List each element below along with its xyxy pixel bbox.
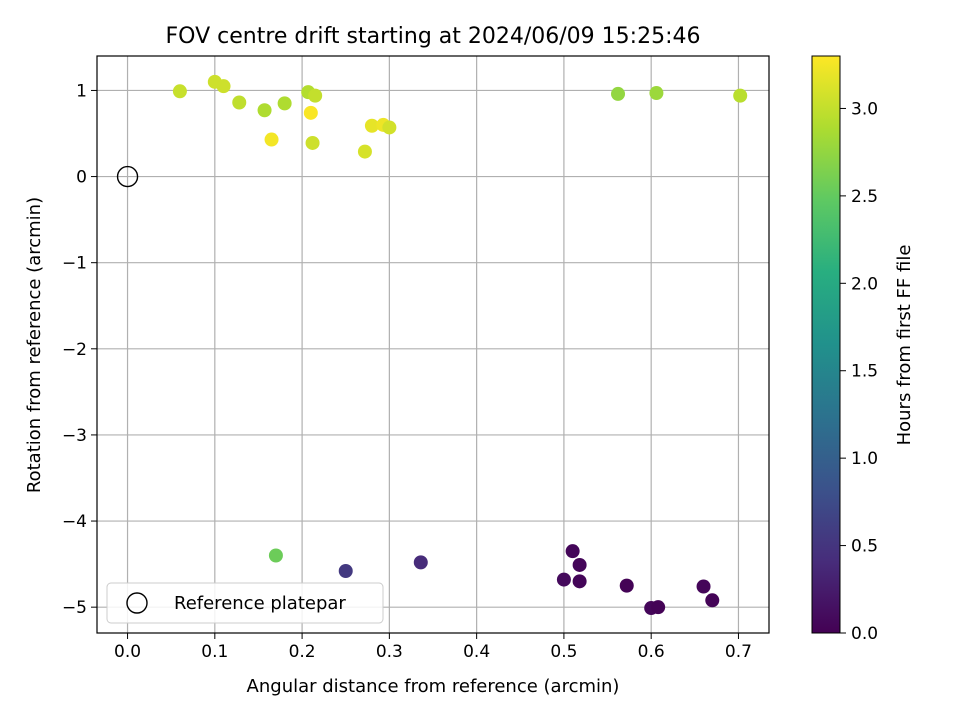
colorbar-tick-label: 1.5 <box>851 362 878 382</box>
colorbar-tick-label: 0.0 <box>851 624 878 644</box>
colorbar-label: Hours from first FF file <box>894 245 915 446</box>
x-tick-label: 0.4 <box>463 642 490 662</box>
data-point <box>338 563 353 578</box>
data-point <box>619 578 634 593</box>
colorbar-tick-label: 2.5 <box>851 187 878 207</box>
data-point <box>572 557 587 572</box>
x-tick-label: 0.2 <box>289 642 316 662</box>
colorbar-gradient <box>811 55 841 634</box>
y-tick-label: −1 <box>62 254 87 274</box>
x-tick-label: 0.0 <box>114 642 141 662</box>
colorbar-tick-label: 0.5 <box>851 537 878 557</box>
x-axis-ticks: 0.0 0.1 0.2 0.3 0.4 0.5 0.6 0.7 <box>114 633 752 662</box>
x-axis-label: Angular distance from reference (arcmin) <box>247 676 620 697</box>
data-point <box>257 103 272 118</box>
data-point <box>232 95 247 110</box>
y-tick-label: 0 <box>76 168 87 188</box>
colorbar: 0.0 0.5 1.0 1.5 2.0 2.5 3.0 Hours from first F… <box>811 55 915 644</box>
data-point <box>382 120 397 135</box>
y-axis-label: Rotation from reference (arcmin) <box>24 197 45 493</box>
reference-platepar-marker <box>116 165 139 188</box>
data-point <box>308 88 323 103</box>
data-points <box>116 74 748 616</box>
grid-lines <box>97 56 769 633</box>
data-point <box>705 593 720 608</box>
legend-box <box>106 582 384 624</box>
data-point <box>172 84 187 99</box>
data-point <box>413 555 428 570</box>
data-point <box>572 574 587 589</box>
data-point <box>733 88 748 103</box>
y-tick-label: −3 <box>62 426 87 446</box>
y-tick-label: −2 <box>62 340 87 360</box>
colorbar-ticks: 0.0 0.5 1.0 1.5 2.0 2.5 3.0 <box>840 99 878 644</box>
data-point <box>277 96 292 111</box>
data-point <box>649 86 664 101</box>
x-tick-label: 0.7 <box>725 642 752 662</box>
data-point <box>268 548 283 563</box>
data-point <box>216 79 231 94</box>
y-tick-label: −4 <box>62 512 87 532</box>
legend-marker-icon <box>126 592 148 614</box>
data-point <box>305 135 320 150</box>
legend: Reference platepar <box>106 582 384 624</box>
x-tick-label: 0.6 <box>638 642 665 662</box>
data-point <box>696 579 711 594</box>
data-point <box>364 118 379 133</box>
data-point <box>303 105 318 120</box>
y-tick-label: 1 <box>76 81 87 101</box>
data-point <box>357 144 372 159</box>
colorbar-tick-label: 1.0 <box>851 449 878 469</box>
data-point <box>264 132 279 147</box>
y-tick-label: −5 <box>62 598 87 618</box>
plot-frame <box>96 55 770 634</box>
legend-label: Reference platepar <box>174 593 346 614</box>
data-point <box>611 86 626 101</box>
chart-title: FOV centre drift starting at 2024/06/09 … <box>166 24 701 49</box>
data-point <box>556 572 571 587</box>
colorbar-tick-label: 3.0 <box>851 99 878 119</box>
data-point <box>651 600 666 615</box>
x-tick-label: 0.5 <box>550 642 577 662</box>
x-tick-label: 0.3 <box>376 642 403 662</box>
x-tick-label: 0.1 <box>201 642 228 662</box>
colorbar-tick-label: 2.0 <box>851 274 878 294</box>
data-point <box>565 544 580 559</box>
y-axis-ticks: 1 0 −1 −2 −3 −4 −5 <box>62 81 97 618</box>
